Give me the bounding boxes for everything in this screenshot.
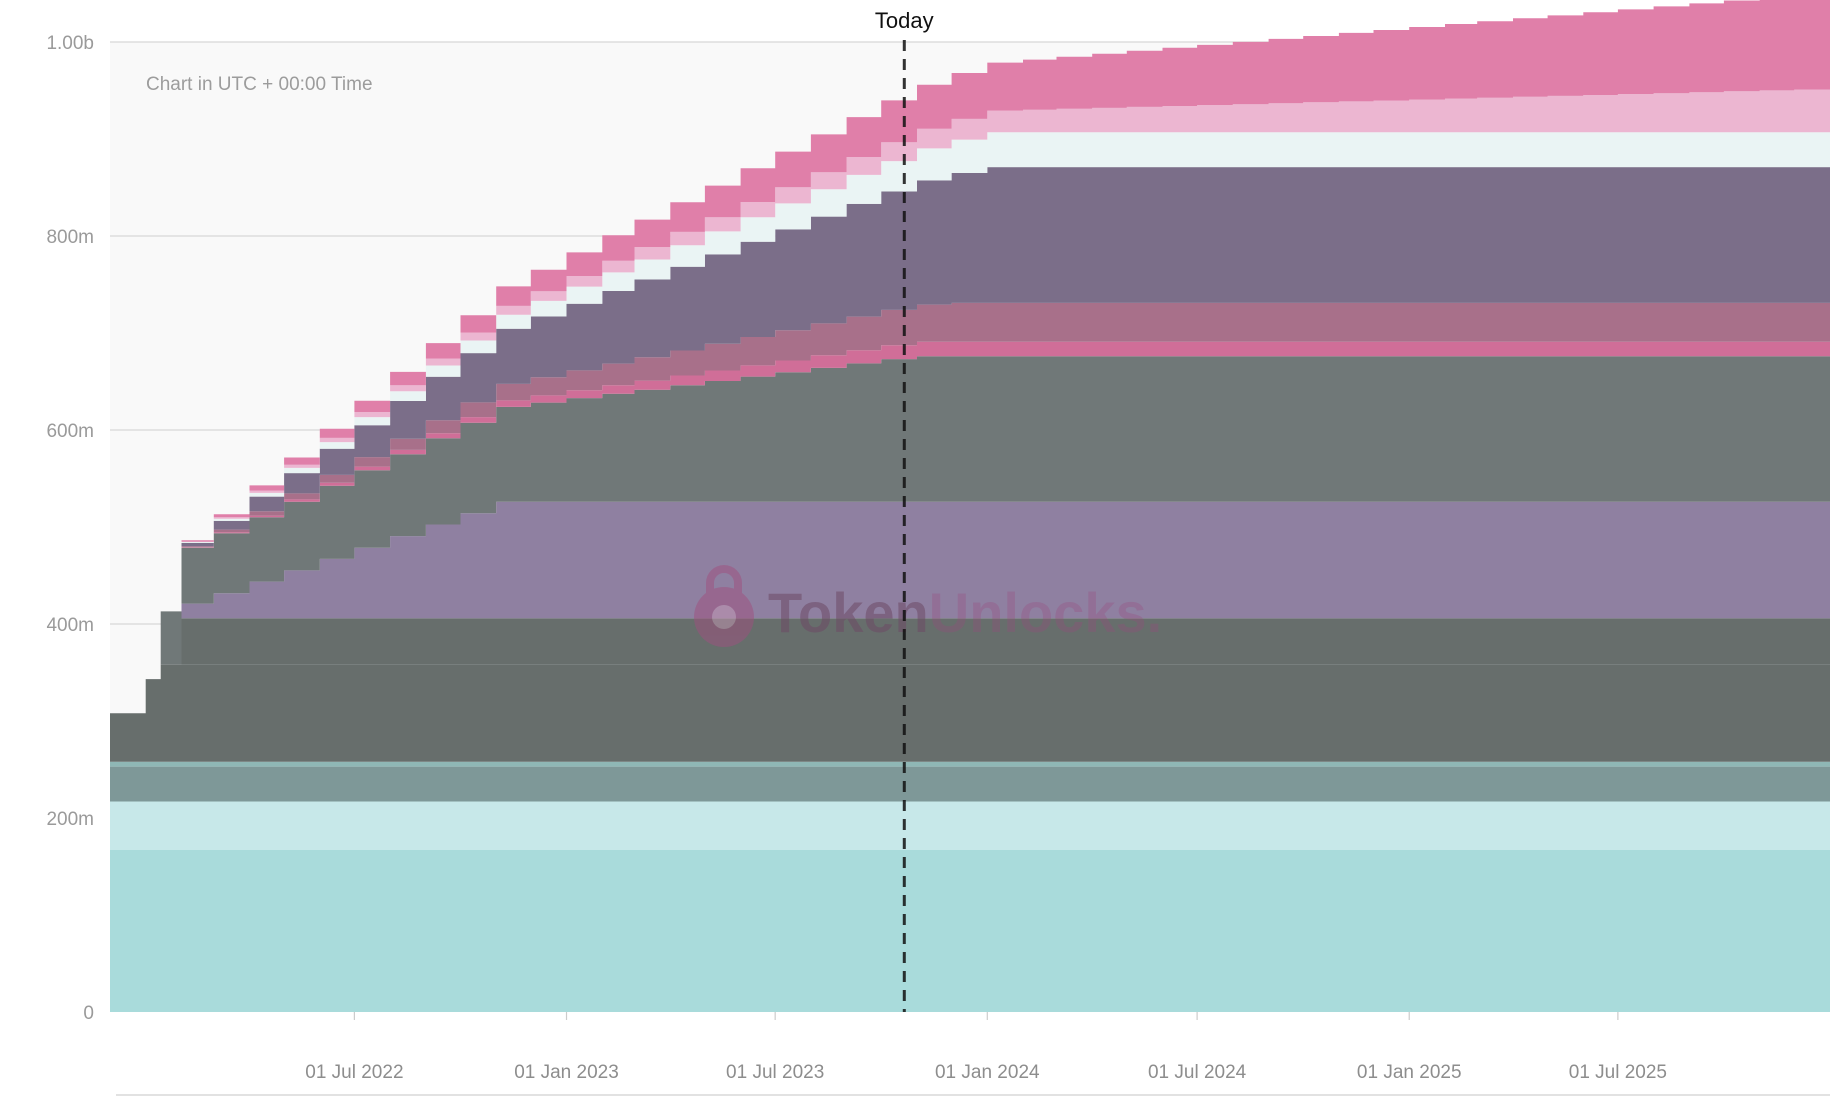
watermark-part2: Unlocks. — [929, 581, 1162, 644]
today-label: Today — [875, 8, 934, 33]
timezone-note: Chart in UTC + 00:00 Time — [146, 74, 373, 95]
series-area-4 — [110, 761, 1830, 767]
series-area-8 — [110, 356, 1830, 714]
series-area-2 — [110, 801, 1830, 850]
y-tick-label: 200m — [46, 809, 94, 830]
y-tick-label: 400m — [46, 615, 94, 636]
x-tick-label: 01 Jul 2023 — [726, 1062, 824, 1083]
series-area-14 — [110, 0, 1830, 714]
x-tick-label: 01 Jul 2024 — [1148, 1062, 1247, 1083]
series-areas — [110, 0, 1830, 1012]
series-area-3 — [110, 766, 1830, 802]
series-area-1 — [110, 850, 1830, 1012]
axes: 0 200m 400m 600m 800m 1.00b 01 Jul 2022 01 Jan … — [46, 33, 1830, 1096]
series-area-6 — [110, 618, 1830, 714]
watermark: TokenUnlocks. — [694, 565, 1162, 647]
y-tick-label: 1.00b — [46, 33, 94, 54]
x-tick-label: 01 Jul 2022 — [305, 1062, 403, 1083]
x-tick-label: 01 Jan 2023 — [514, 1062, 619, 1083]
series-area-7 — [110, 501, 1830, 714]
y-tick-label: 0 — [83, 1003, 94, 1024]
x-tick-label: 01 Jan 2024 — [935, 1062, 1040, 1083]
x-tick-label: 01 Jul 2025 — [1569, 1062, 1667, 1083]
y-tick-label: 600m — [46, 421, 94, 442]
today-marker: Today — [875, 8, 934, 1012]
x-tick-label: 01 Jan 2025 — [1357, 1062, 1462, 1083]
y-tick-label: 800m — [46, 227, 94, 248]
watermark-token: TokenUnlocks. — [768, 581, 1162, 644]
lock-logo-icon — [694, 565, 754, 647]
watermark-part1: Token — [768, 581, 929, 644]
series-area-5 — [110, 664, 1830, 762]
series-area-11 — [110, 167, 1830, 714]
